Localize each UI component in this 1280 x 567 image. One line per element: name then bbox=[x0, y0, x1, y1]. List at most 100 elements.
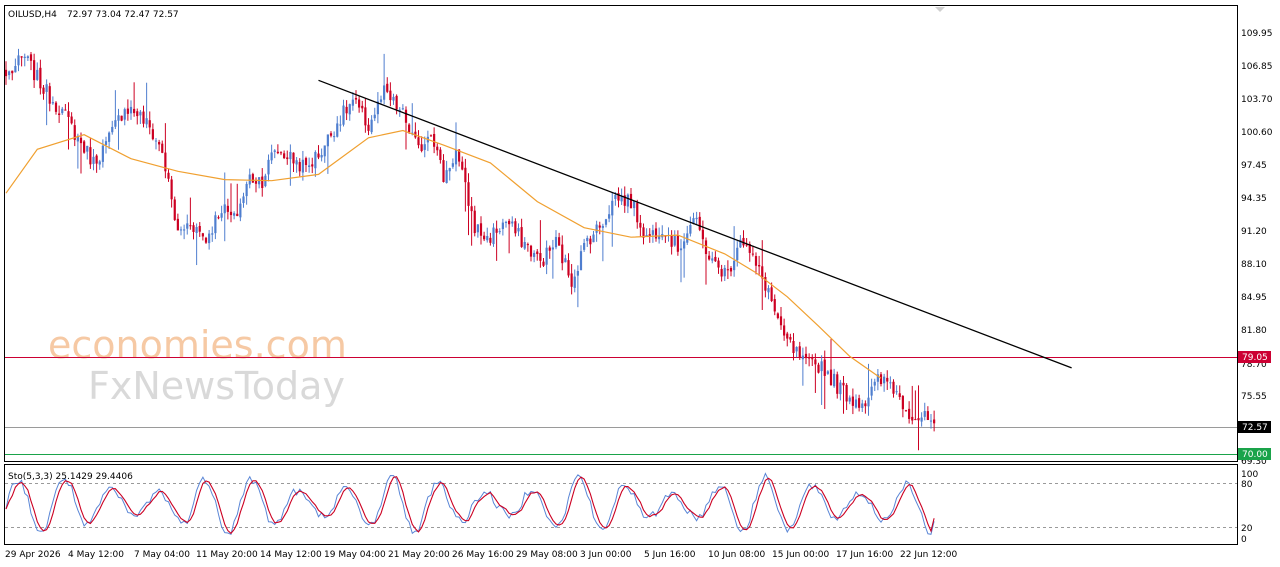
candle-body bbox=[326, 134, 329, 147]
support-level-badge-text: 70.00 bbox=[1242, 450, 1268, 460]
candle-body bbox=[348, 104, 351, 115]
candle-body bbox=[283, 153, 286, 159]
candle-body bbox=[511, 221, 514, 224]
candle-body bbox=[242, 196, 245, 204]
candle-body bbox=[442, 160, 445, 182]
candle-body bbox=[145, 118, 148, 125]
candle-body bbox=[298, 162, 301, 172]
price-tick: 88.10 bbox=[1241, 260, 1267, 270]
scroll-marker[interactable] bbox=[935, 7, 945, 12]
candle-body bbox=[783, 325, 786, 336]
candle-body bbox=[558, 237, 561, 246]
candle-body bbox=[361, 105, 364, 109]
candle-body bbox=[929, 420, 933, 422]
candle-body bbox=[336, 123, 339, 137]
candle-body bbox=[476, 224, 479, 233]
candle-body bbox=[139, 111, 142, 116]
candle-body bbox=[889, 382, 892, 384]
candle-body bbox=[486, 236, 489, 241]
candle-body bbox=[604, 219, 608, 225]
candle-body bbox=[536, 251, 539, 255]
time-tick: 19 May 04:00 bbox=[324, 550, 386, 560]
candle-body bbox=[386, 83, 389, 92]
candle-body bbox=[670, 235, 673, 247]
candle-body bbox=[314, 151, 317, 169]
price-tick: 91.20 bbox=[1241, 227, 1267, 237]
candle-body bbox=[704, 240, 708, 255]
candle-body bbox=[920, 417, 923, 422]
candle-body bbox=[229, 211, 233, 216]
candle-body bbox=[720, 268, 723, 277]
candle-body bbox=[520, 227, 523, 247]
candle-body bbox=[467, 182, 470, 206]
candle-body bbox=[151, 129, 154, 140]
candle-body bbox=[329, 133, 333, 136]
price-tick: 78.70 bbox=[1241, 360, 1267, 370]
candle-body bbox=[723, 267, 726, 277]
indicator-frame bbox=[4, 464, 1238, 545]
candle-body bbox=[595, 224, 598, 233]
candle-body bbox=[873, 381, 876, 386]
candle-body bbox=[217, 217, 220, 219]
candle-body bbox=[583, 242, 586, 250]
candle-body bbox=[26, 56, 29, 59]
candle-body bbox=[492, 227, 495, 245]
trendline[interactable] bbox=[318, 79, 1072, 369]
candle-body bbox=[798, 346, 801, 358]
price-tick: 106.85 bbox=[1241, 62, 1273, 72]
candle-body bbox=[701, 229, 704, 240]
candle-body bbox=[861, 403, 864, 408]
candle-body bbox=[370, 119, 373, 133]
candle-body bbox=[189, 225, 192, 227]
candle-body bbox=[367, 124, 370, 131]
candle-body bbox=[729, 267, 733, 272]
resistance-level-badge: 79.05 bbox=[1238, 351, 1271, 363]
candle-body bbox=[239, 203, 242, 218]
candle-body bbox=[201, 233, 204, 237]
candle-body bbox=[208, 233, 211, 244]
candle-body bbox=[289, 151, 292, 160]
candle-body bbox=[658, 235, 661, 240]
candle-body bbox=[851, 396, 854, 406]
candle-body bbox=[295, 160, 298, 165]
candle-body bbox=[254, 181, 258, 184]
candle-body bbox=[433, 133, 436, 147]
candle-body bbox=[70, 116, 73, 124]
candle-body bbox=[845, 385, 848, 402]
candle-body bbox=[498, 231, 501, 233]
candle-body bbox=[408, 124, 411, 133]
candle-body bbox=[401, 108, 404, 110]
candle-body bbox=[811, 358, 814, 360]
candle-body bbox=[379, 99, 383, 102]
candle-body bbox=[895, 391, 898, 393]
candle-body bbox=[879, 374, 883, 385]
candle-body bbox=[461, 161, 464, 170]
candle-body bbox=[86, 145, 89, 152]
candle-body bbox=[308, 165, 311, 167]
candle-body bbox=[686, 233, 689, 243]
candle-body bbox=[4, 69, 8, 77]
candle-body bbox=[842, 382, 845, 386]
candle-body bbox=[776, 313, 779, 319]
candle-body bbox=[698, 216, 701, 230]
time-tick: 11 May 20:00 bbox=[196, 550, 258, 560]
candle-body bbox=[98, 161, 101, 165]
time-tick: 29 Apr 2026 bbox=[5, 550, 61, 560]
candle-body bbox=[167, 172, 170, 179]
candle-body bbox=[417, 137, 420, 146]
candle-body bbox=[95, 155, 98, 164]
time-tick: 4 May 12:00 bbox=[68, 550, 124, 560]
candle-body bbox=[645, 235, 648, 237]
time-tick: 3 Jun 00:00 bbox=[580, 550, 632, 560]
candle-body bbox=[539, 253, 542, 261]
candle-body bbox=[186, 223, 189, 229]
candle-body bbox=[39, 67, 42, 89]
candle-body bbox=[286, 157, 289, 160]
indicator-label: Sto(5,3,3) 25.1429 29.4406 bbox=[8, 472, 133, 482]
candle-body bbox=[876, 374, 879, 382]
current-price-badge-text: 72.57 bbox=[1242, 423, 1268, 433]
current-price-badge: 72.57 bbox=[1238, 421, 1271, 433]
candle-body bbox=[711, 258, 714, 261]
header-ohlc: 72.97 73.04 72.47 72.57 bbox=[67, 10, 179, 20]
